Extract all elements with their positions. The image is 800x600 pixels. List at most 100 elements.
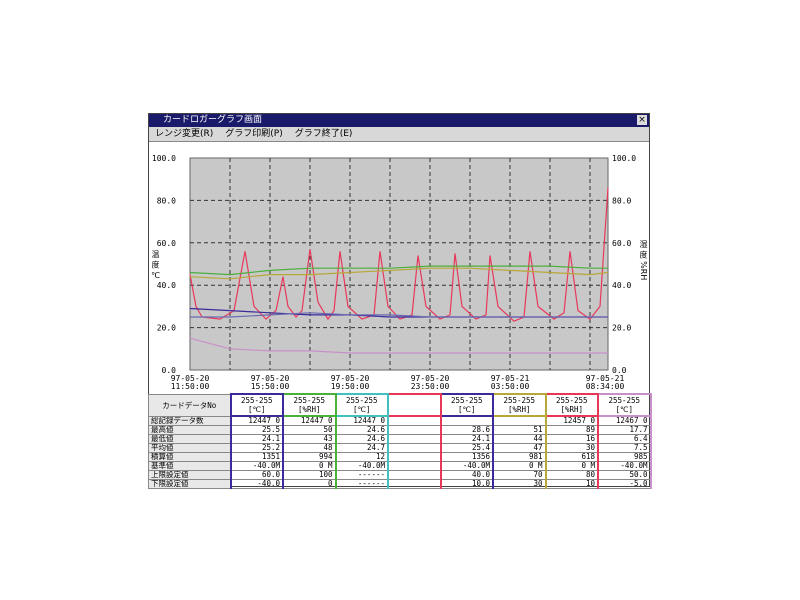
window-title: カードロガーグラフ画面	[163, 115, 263, 125]
close-button[interactable]: ×	[637, 115, 647, 125]
cell: -40.0M	[439, 461, 494, 471]
cell: 0 M	[544, 461, 599, 471]
cell: 981	[492, 452, 547, 462]
cell: 16	[544, 434, 599, 444]
x-tick-time: 11:50:00	[171, 382, 210, 391]
stats-table: カードデータNo 255-255 [℃] 255-255 [%RH] 255-255 [℃]…	[148, 393, 652, 489]
cell: 1351	[229, 452, 284, 462]
cell: 51	[492, 425, 547, 435]
cell	[387, 415, 442, 426]
cell: -40.0M	[229, 461, 284, 471]
header-line: 255-255	[503, 396, 536, 405]
menu-item[interactable]: グラフ印刷(P)	[225, 129, 283, 139]
cell: 44	[492, 434, 547, 444]
row-label: 総記録データ数	[148, 415, 231, 426]
cell	[387, 425, 442, 435]
x-tick-date: 97-05-21	[586, 374, 625, 383]
cell: 24.1	[439, 434, 494, 444]
cell: 60.0	[229, 470, 284, 480]
series-line	[189, 267, 609, 280]
cell	[387, 443, 442, 453]
cell: 40.0	[439, 470, 494, 480]
cell	[387, 434, 442, 444]
y2-tick-label: 40.0	[612, 281, 631, 290]
x-tick-date: 97-05-21	[491, 374, 530, 383]
y2-tick-label: 0.0	[612, 366, 627, 375]
cell	[492, 415, 547, 426]
cell: 12467 0	[597, 415, 652, 426]
row-label: 最高値	[148, 425, 231, 435]
column-header: 255-255 [℃]	[229, 393, 284, 417]
cell: 28.6	[439, 425, 494, 435]
cell: 47	[492, 443, 547, 453]
y2-tick-label: 100.0	[612, 154, 636, 163]
cell: 50.0	[597, 470, 652, 480]
plot-area	[189, 157, 609, 371]
column-header: 255-255 [%RH]	[544, 393, 599, 417]
y2-axis-label: 湿 度 %RH	[639, 240, 648, 281]
row-label: 最低値	[148, 434, 231, 444]
cell: 25.2	[229, 443, 284, 453]
menu-bar: レンジ変更(R) グラフ印刷(P) グラフ終了(E)	[149, 127, 649, 142]
cell: -40.0M	[334, 461, 389, 471]
cell: 994	[282, 452, 337, 462]
cell: 24.7	[334, 443, 389, 453]
x-tick-time: 03:50:00	[491, 382, 530, 391]
column-header: 255-255 [%RH]	[492, 393, 547, 417]
row-label: 下限設定値	[148, 479, 231, 489]
cell: 618	[544, 452, 599, 462]
x-tick-time: 08:34:00	[586, 382, 625, 391]
cell: 10.0	[439, 479, 494, 489]
series-line	[189, 337, 608, 354]
column-header: 255-255 [℃]	[439, 393, 494, 417]
title-bar: カードロガーグラフ画面 ×	[149, 114, 649, 127]
data-row: 積算値 1351 994 12 1356 981 618 985	[148, 452, 652, 462]
row-label: 積算値	[148, 452, 231, 462]
cell: 80	[544, 470, 599, 480]
x-tick-date: 97-05-20	[171, 374, 210, 383]
column-header	[387, 393, 442, 417]
header-line: [℃]	[353, 405, 371, 414]
y-tick-label: 100.0	[152, 154, 176, 163]
cell: 24.1	[229, 434, 284, 444]
cell: 10	[544, 479, 599, 489]
row-label: 上限設定値	[148, 470, 231, 480]
header-line: [%RH]	[297, 405, 321, 414]
y-axis-label: 温 度 ℃	[151, 250, 160, 281]
y2-tick-label: 80.0	[612, 196, 631, 205]
cell: 17.7	[597, 425, 652, 435]
cell	[387, 461, 442, 471]
y-tick-label: 20.0	[157, 324, 176, 333]
x-tick-time: 19:50:00	[331, 382, 370, 391]
header-line: [%RH]	[560, 405, 584, 414]
header-line: 255-255	[240, 396, 273, 405]
header-line: 255-255	[450, 396, 483, 405]
x-tick-date: 97-05-20	[331, 374, 370, 383]
cell: 30	[544, 443, 599, 453]
cell: 50	[282, 425, 337, 435]
header-line: 255-255	[293, 396, 326, 405]
cell: 0 M	[282, 461, 337, 471]
data-row: 最低値 24.1 43 24.6 24.1 44 16 6.4	[148, 434, 652, 444]
y2-tick-label: 20.0	[612, 324, 631, 333]
cell: 12457 0	[544, 415, 599, 426]
data-row: 平均値 25.2 48 24.7 25.4 47 30 7.5	[148, 443, 652, 453]
cell: -5.0	[597, 479, 652, 489]
cell: 43	[282, 434, 337, 444]
cell: -40.0	[229, 479, 284, 489]
series-line	[190, 312, 608, 318]
series-line	[189, 265, 608, 276]
corner-cell: カードデータNo	[148, 393, 231, 417]
menu-item[interactable]: レンジ変更(R)	[155, 129, 214, 139]
cell: 24.6	[334, 434, 389, 444]
x-tick-time: 23:50:00	[411, 382, 450, 391]
column-header: 255-255 [℃]	[597, 393, 652, 417]
x-tick-date: 97-05-20	[411, 374, 450, 383]
cell: -40.0M	[597, 461, 652, 471]
menu-item[interactable]: グラフ終了(E)	[294, 129, 353, 139]
y-tick-label: 80.0	[157, 196, 176, 205]
header-line: 255-255	[345, 396, 378, 405]
cell: 12447 0	[282, 415, 337, 426]
header-line: [℃]	[458, 405, 476, 414]
